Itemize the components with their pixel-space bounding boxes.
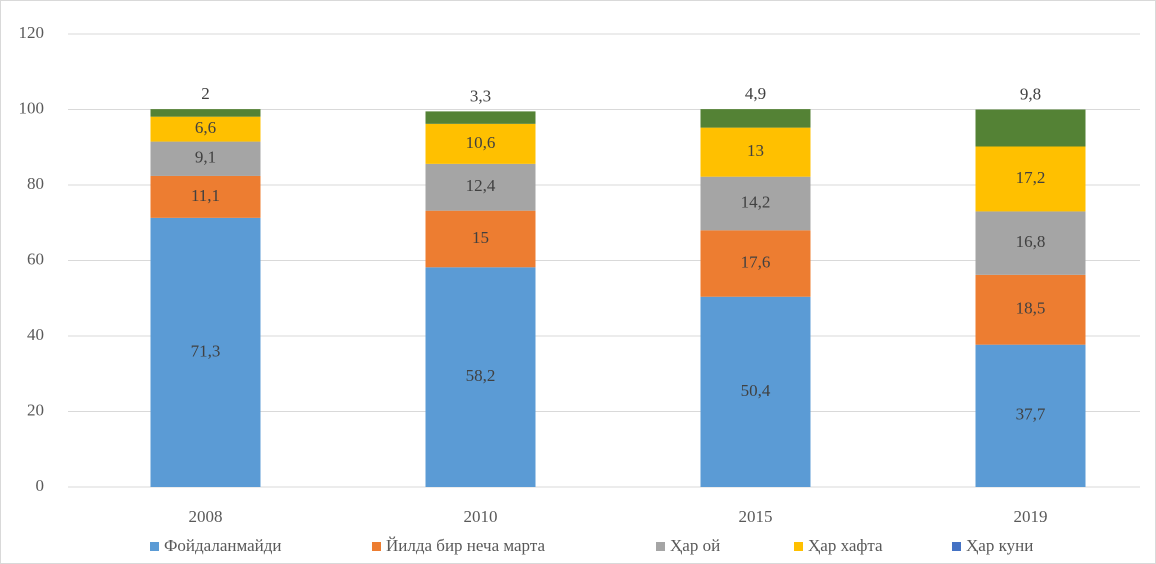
data-label: 50,4 (741, 381, 771, 400)
data-label: 4,9 (745, 84, 766, 103)
data-label: 6,6 (195, 118, 216, 137)
data-label: 3,3 (470, 86, 491, 105)
bar-segment (975, 344, 1086, 487)
data-label: 9,1 (195, 148, 216, 167)
legend-marker (794, 542, 803, 551)
bar-segment (975, 211, 1086, 275)
data-label: 58,2 (466, 366, 496, 385)
y-tick-label: 80 (27, 174, 44, 193)
data-label: 17,2 (1016, 168, 1046, 187)
y-tick-label: 0 (36, 476, 45, 495)
legend-label: Йилда бир неча марта (386, 536, 545, 555)
x-tick-label: 2010 (464, 507, 498, 526)
y-tick-label: 60 (27, 249, 44, 268)
legend-label: Ҳар куни (966, 536, 1033, 555)
bar-segment (425, 163, 536, 211)
bar-segment (425, 210, 536, 268)
data-label: 13 (747, 141, 764, 160)
data-label: 15 (472, 228, 489, 247)
legend-label: Ҳар ой (670, 536, 720, 555)
x-tick-label: 2015 (739, 507, 773, 526)
x-tick-label: 2008 (189, 507, 223, 526)
legend-marker (952, 542, 961, 551)
bar-segment (975, 109, 1086, 147)
y-tick-label: 20 (27, 400, 44, 419)
bar-segment (150, 175, 261, 218)
data-label: 71,3 (191, 341, 221, 360)
data-label: 16,8 (1016, 232, 1046, 251)
bar-segment (975, 146, 1086, 212)
legend-label: Ҳар хафта (808, 536, 883, 555)
bar-segment (700, 176, 811, 231)
bar-segment (150, 109, 261, 117)
y-tick-label: 100 (19, 98, 45, 117)
y-tick-label: 120 (19, 23, 45, 42)
bar-segment (150, 217, 261, 487)
bar-segment (700, 296, 811, 487)
data-label: 17,6 (741, 252, 771, 271)
data-label: 10,6 (466, 133, 496, 152)
bar-segment (425, 267, 536, 487)
bar-segment (975, 274, 1086, 345)
data-label: 14,2 (741, 192, 771, 211)
data-label: 2 (201, 84, 210, 103)
x-tick-label: 2019 (1014, 507, 1048, 526)
data-label: 12,4 (466, 176, 496, 195)
legend-label: Фойдаланмайди (164, 536, 282, 555)
data-label: 37,7 (1016, 405, 1046, 424)
bar-segment (700, 230, 811, 297)
bar-segment (700, 109, 811, 128)
data-label: 11,1 (191, 186, 220, 205)
legend-marker (372, 542, 381, 551)
data-label: 9,8 (1020, 84, 1041, 103)
bar-segment (150, 141, 261, 176)
bar-segment (150, 116, 261, 142)
y-tick-label: 40 (27, 325, 44, 344)
bar-segment (700, 127, 811, 177)
bar-segment (425, 111, 536, 124)
legend-marker (150, 542, 159, 551)
bar-segment (425, 123, 536, 164)
data-label: 18,5 (1016, 299, 1046, 318)
legend-marker (656, 542, 665, 551)
